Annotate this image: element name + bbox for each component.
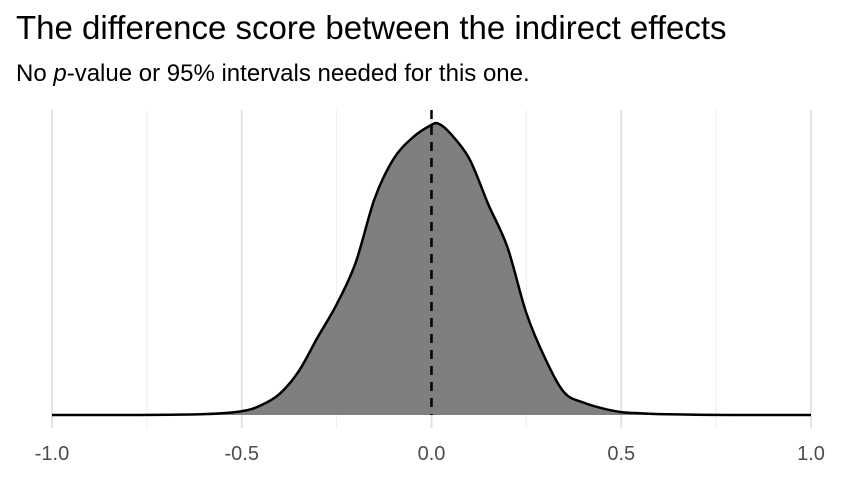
density-line bbox=[52, 121, 811, 417]
subtitle-p-italic: p bbox=[53, 60, 67, 87]
chart-title: The difference score between the indirec… bbox=[16, 9, 727, 46]
x-tick-label: -0.5 bbox=[225, 443, 259, 465]
x-tick-label: 1.0 bbox=[797, 443, 825, 465]
subtitle-prefix: No bbox=[16, 60, 54, 87]
density-area bbox=[52, 123, 811, 416]
chart-subtitle: No p-value or 95% intervals needed for t… bbox=[16, 58, 530, 90]
subtitle-suffix: -value or 95% intervals needed for this … bbox=[66, 60, 530, 87]
x-tick-label: 0.5 bbox=[607, 443, 635, 465]
x-tick-label: 0.0 bbox=[418, 443, 446, 465]
x-tick-label: -1.0 bbox=[35, 443, 69, 465]
